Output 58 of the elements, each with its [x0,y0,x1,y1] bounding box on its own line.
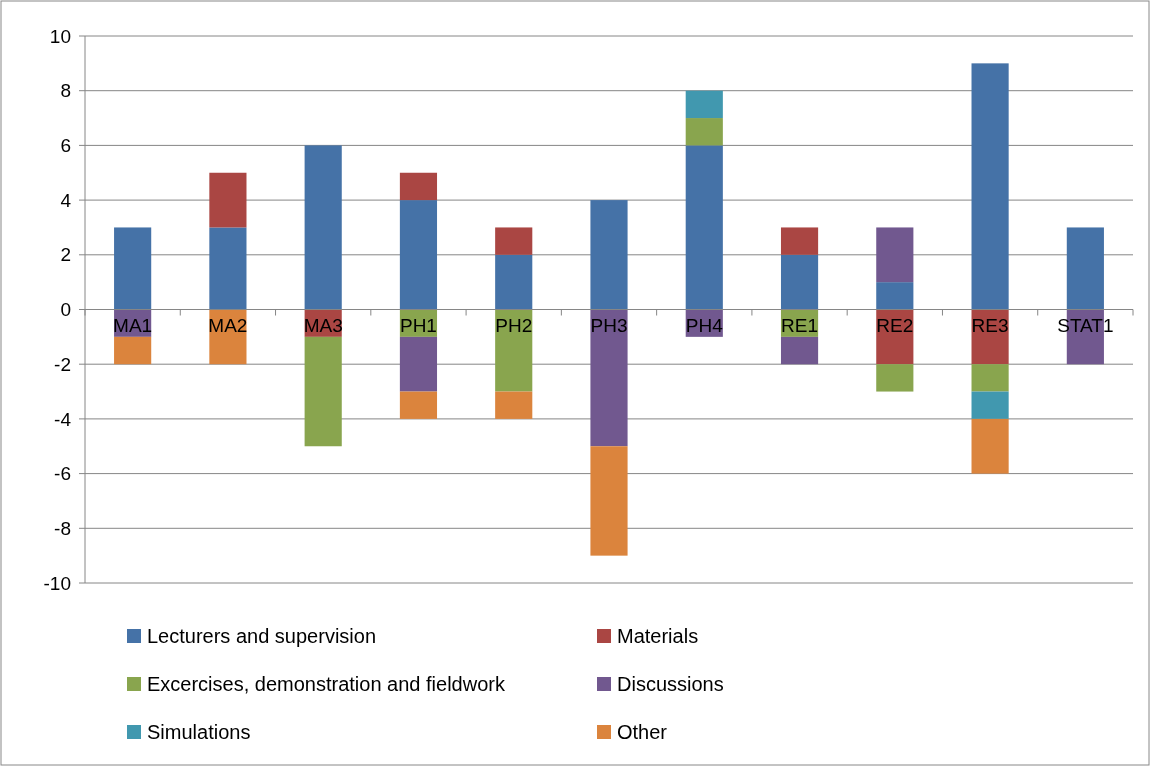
bar [685,118,723,146]
bar [876,282,914,310]
y-tick-label: -8 [54,517,71,539]
x-tick-label: RE1 [781,314,819,336]
x-tick-label: PH2 [495,314,533,336]
y-tick-label: -4 [54,408,72,430]
y-tick-label: -10 [43,572,71,594]
bar [971,364,1009,392]
x-tick-label: PH4 [685,314,724,336]
bar [495,391,533,419]
x-tick-label: PH1 [399,314,437,336]
bar [876,364,914,392]
bar [399,336,438,392]
bar [685,145,723,310]
y-tick-label: 4 [60,189,72,211]
bar [1066,227,1104,310]
y-tick-label: -6 [54,463,71,485]
y-tick-label: 0 [60,299,71,321]
bar [780,227,819,255]
bar [399,172,438,201]
y-tick-label: 6 [60,135,71,157]
legend-label: Materials [617,625,699,647]
bar [304,145,342,310]
bar [780,336,819,365]
bar [590,446,628,556]
bar [495,227,533,255]
bar [780,254,819,310]
bar [209,227,247,310]
bar [876,227,914,283]
legend-label: Lecturers and supervision [147,625,377,647]
bar [971,391,1009,419]
bar [971,63,1009,310]
y-tick-label: 2 [60,244,71,266]
x-tick-label: MA2 [208,314,248,336]
x-tick-label: MA1 [113,314,153,336]
x-tick-label: PH3 [590,314,628,336]
bar [685,90,723,119]
bar [114,336,152,365]
y-tick-label: 8 [60,80,71,102]
bar [209,172,247,228]
bar [971,418,1009,474]
legend-label: Discussions [617,673,724,695]
bar [495,309,533,392]
legend-label: Simulations [147,721,251,743]
x-tick-label: RE2 [876,314,914,336]
legend-label: Excercises, demonstration and fieldwork [147,673,506,695]
x-tick-label: MA3 [303,314,343,336]
bar [590,200,628,310]
bar [399,391,438,419]
bar [114,227,152,310]
bar [399,200,438,310]
bar [590,309,628,447]
y-tick-label: -2 [54,353,71,375]
bar [495,254,533,310]
x-tick-label: RE3 [971,314,1009,336]
y-tick-label: 10 [49,25,71,47]
legend-label: Other [617,721,668,743]
bar [304,336,342,447]
